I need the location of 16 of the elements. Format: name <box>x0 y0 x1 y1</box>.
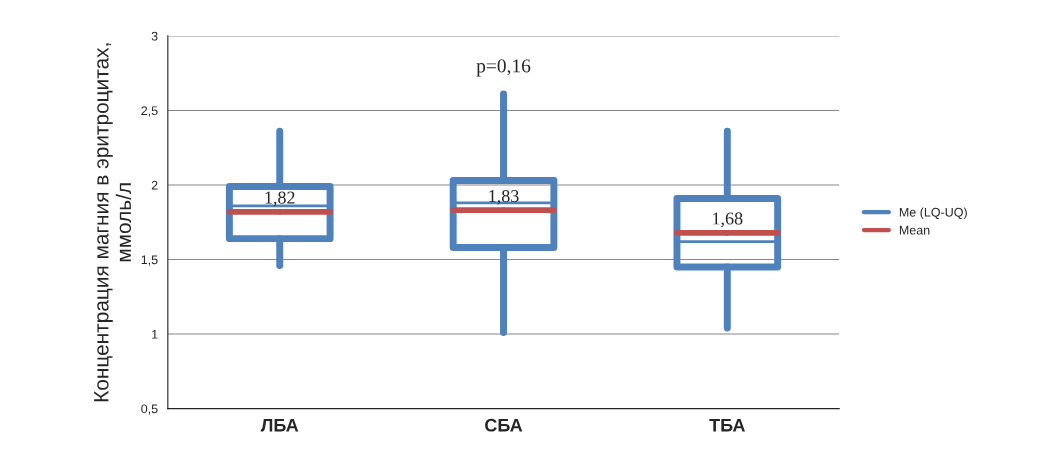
annotation: 1,82 <box>265 191 295 207</box>
annotation: 1,83 <box>489 190 519 205</box>
y-tick-label: 2,5 <box>141 106 158 117</box>
legend-label: Mean <box>899 225 930 235</box>
x-tick-label: ЛБА <box>260 418 299 432</box>
legend-label: Me (LQ-UQ) <box>899 207 967 220</box>
x-tick-label: СБА <box>485 418 523 432</box>
y-tick-label: 3 <box>151 31 158 41</box>
annotation: 1,68 <box>713 212 743 228</box>
x-tick-label: ТБА <box>709 418 746 432</box>
y-tick-label: 2 <box>151 180 158 190</box>
y-tick-label: 1 <box>152 329 158 339</box>
y-tick-label: 0,5 <box>141 404 158 415</box>
y-tick-label: 1,5 <box>141 255 158 266</box>
y-axis-title: Концентрация магния в эритроцитах, ммоль/л <box>94 43 132 402</box>
annotation: p=0,16 <box>476 59 531 77</box>
